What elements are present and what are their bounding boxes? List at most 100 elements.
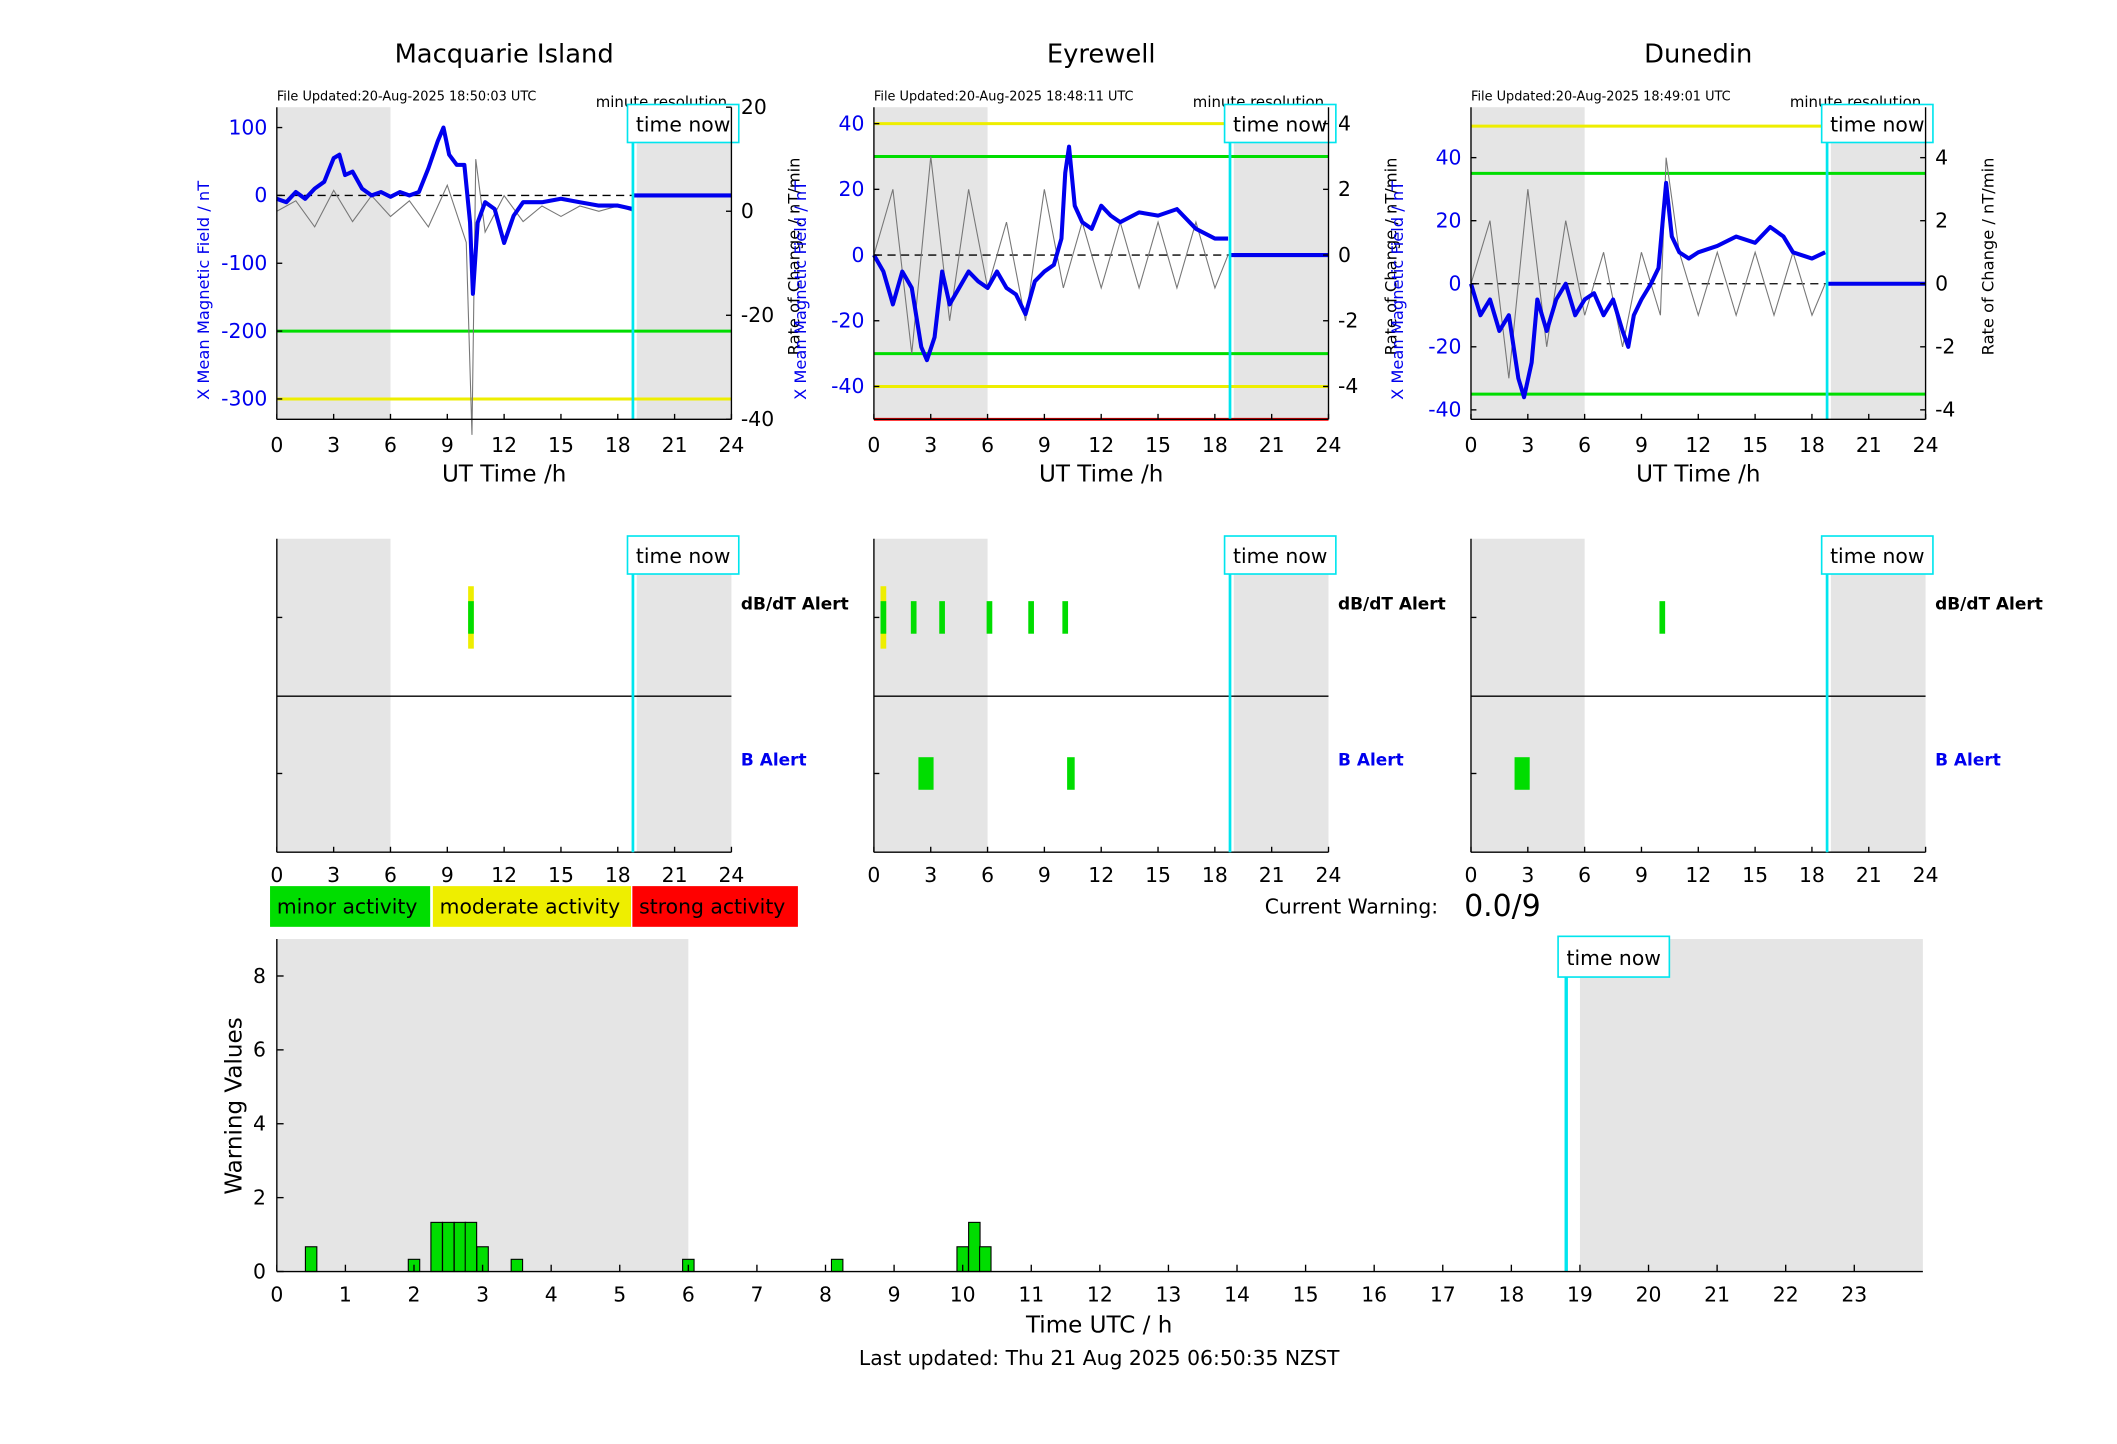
shaded-region: [636, 107, 732, 420]
x-tick-label: 14: [1224, 1282, 1250, 1306]
y-axis-label-left: X Mean Magnetic Field / nT: [1388, 181, 1407, 400]
x-tick-label: 21: [1259, 433, 1285, 457]
y-tick-label: 0: [1449, 272, 1462, 296]
warning-bar: [442, 1221, 455, 1273]
x-tick-label: 0: [270, 1282, 283, 1306]
x-tick-label: 17: [1430, 1282, 1456, 1306]
b-alert-bar: [1514, 757, 1530, 790]
x-tick-label: 13: [1155, 1282, 1181, 1306]
x-tick-label: 15: [1742, 863, 1768, 887]
station-title: Eyrewell: [1047, 39, 1156, 69]
time-now-box: [1557, 935, 1671, 978]
y-tick-label: -40: [1428, 398, 1461, 422]
activity-legend: minor activity moderate activity strong ac…: [270, 886, 798, 927]
station-panel-0: Macquarie Island File Updated:20-Aug-2025…: [194, 39, 803, 487]
magnetic-field-series: [1469, 180, 1827, 400]
dbdt-alert-bar: [1659, 601, 1666, 634]
x-tick-label: 18: [1799, 433, 1825, 457]
time-now-label: time now: [636, 113, 730, 137]
x-tick-label: 3: [327, 863, 340, 887]
rate-of-change-series: [873, 156, 1229, 354]
b-alert-bar: [918, 757, 934, 790]
x-tick-label: 12: [1088, 433, 1114, 457]
x-tick-label: 24: [718, 863, 744, 887]
shaded-region: [1830, 107, 1926, 420]
x-tick-label: 24: [1913, 863, 1939, 887]
x-tick-label: 8: [819, 1282, 832, 1306]
y-right-tick-label: 2: [1338, 177, 1351, 201]
time-now-label: time now: [1233, 113, 1327, 137]
x-tick-label: 15: [1145, 863, 1171, 887]
warning-bar: [304, 1246, 318, 1273]
file-updated-text: File Updated:20-Aug-2025 18:48:11 UTC: [874, 89, 1134, 104]
time-now-label: time now: [1830, 113, 1924, 137]
dbdt-alert-bar: [880, 601, 887, 634]
dbdt-alert-bar: [939, 601, 945, 634]
y-right-tick-label: -4: [1338, 374, 1358, 398]
x-tick-label: 7: [750, 1282, 763, 1306]
x-tick-label: 15: [1293, 1282, 1319, 1306]
b-alert-label: B Alert: [1338, 749, 1404, 769]
warning-bar: [453, 1221, 467, 1273]
b-alert-label: B Alert: [1935, 749, 2001, 769]
station-panel-2: Dunedin File Updated:20-Aug-2025 18:49:01…: [1388, 39, 1997, 487]
y-axis-label-right: Rate of Change / nT/min: [1381, 158, 1400, 356]
warning-bar: [979, 1246, 992, 1273]
x-tick-label: 18: [1799, 863, 1825, 887]
warning-bar: [430, 1221, 443, 1273]
time-now-box: [626, 535, 740, 575]
legend-label-2: strong activity: [639, 894, 785, 918]
file-updated-text: File Updated:20-Aug-2025 18:50:03 UTC: [277, 89, 537, 104]
x-tick-label: 0: [867, 433, 880, 457]
x-tick-label: 24: [1913, 433, 1939, 457]
b-alert-bar: [1067, 757, 1075, 790]
y-tick-label: -300: [221, 387, 267, 411]
x-tick-label: 9: [441, 433, 454, 457]
y-right-tick-label: -4: [1935, 398, 1955, 422]
x-tick-label: 12: [1685, 863, 1711, 887]
x-tick-label: 21: [1856, 863, 1882, 887]
x-tick-label: 0: [270, 863, 283, 887]
rate-of-change-series: [276, 159, 634, 435]
y-tick-label: 100: [228, 115, 267, 139]
x-tick-label: 5: [613, 1282, 626, 1306]
x-tick-label: 10: [950, 1282, 976, 1306]
y-right-tick-label: -40: [741, 407, 774, 431]
magnetic-field-series: [872, 144, 1229, 363]
time-now-label: time now: [636, 544, 730, 568]
y-right-tick-label: 0: [741, 199, 754, 223]
dbdt-alert-bar: [468, 601, 474, 634]
x-tick-label: 9: [888, 1282, 901, 1306]
y-right-tick-label: -2: [1338, 309, 1358, 333]
dbdt-alert-bar: [910, 601, 917, 634]
x-tick-label: 6: [1578, 863, 1591, 887]
y-axis-label-right: Rate of Change / nT/min: [1978, 158, 1997, 356]
y-tick-label: 40: [839, 111, 865, 135]
y-tick-label: 2: [253, 1185, 266, 1209]
time-now-box: [1223, 103, 1337, 144]
y-tick-label: 0: [851, 243, 864, 267]
x-tick-label: 0: [1465, 863, 1478, 887]
y-tick-label: -20: [1428, 335, 1461, 359]
x-axis-label: UT Time /h: [442, 462, 566, 488]
rate-of-change-series: [1470, 157, 1826, 379]
time-now-label: time now: [1830, 544, 1924, 568]
current-warning-value: 0.0/9: [1464, 889, 1541, 924]
last-updated-text: Last updated: Thu 21 Aug 2025 06:50:35 N…: [859, 1346, 1340, 1370]
x-axis-label: Time UTC / h: [1025, 1313, 1172, 1339]
station-title: Dunedin: [1644, 39, 1752, 69]
shaded-region: [276, 939, 689, 1272]
y-axis-label: Warning Values: [222, 1017, 248, 1194]
shaded-region: [873, 107, 988, 420]
y-axis-label-left: X Mean Magnetic Field / nT: [194, 181, 213, 400]
x-tick-label: 6: [981, 863, 994, 887]
x-tick-label: 1: [339, 1282, 352, 1306]
y-tick-label: 20: [839, 177, 865, 201]
x-tick-label: 3: [924, 863, 937, 887]
alert-panel-0: time now dB/dT Alert B Alert 0 3 6 9 12 15 18 21 24: [270, 535, 849, 887]
x-tick-label: 0: [867, 863, 880, 887]
y-axis-label-right: Rate of Change / nT/min: [784, 158, 803, 356]
y-right-tick-label: 2: [1935, 208, 1948, 232]
